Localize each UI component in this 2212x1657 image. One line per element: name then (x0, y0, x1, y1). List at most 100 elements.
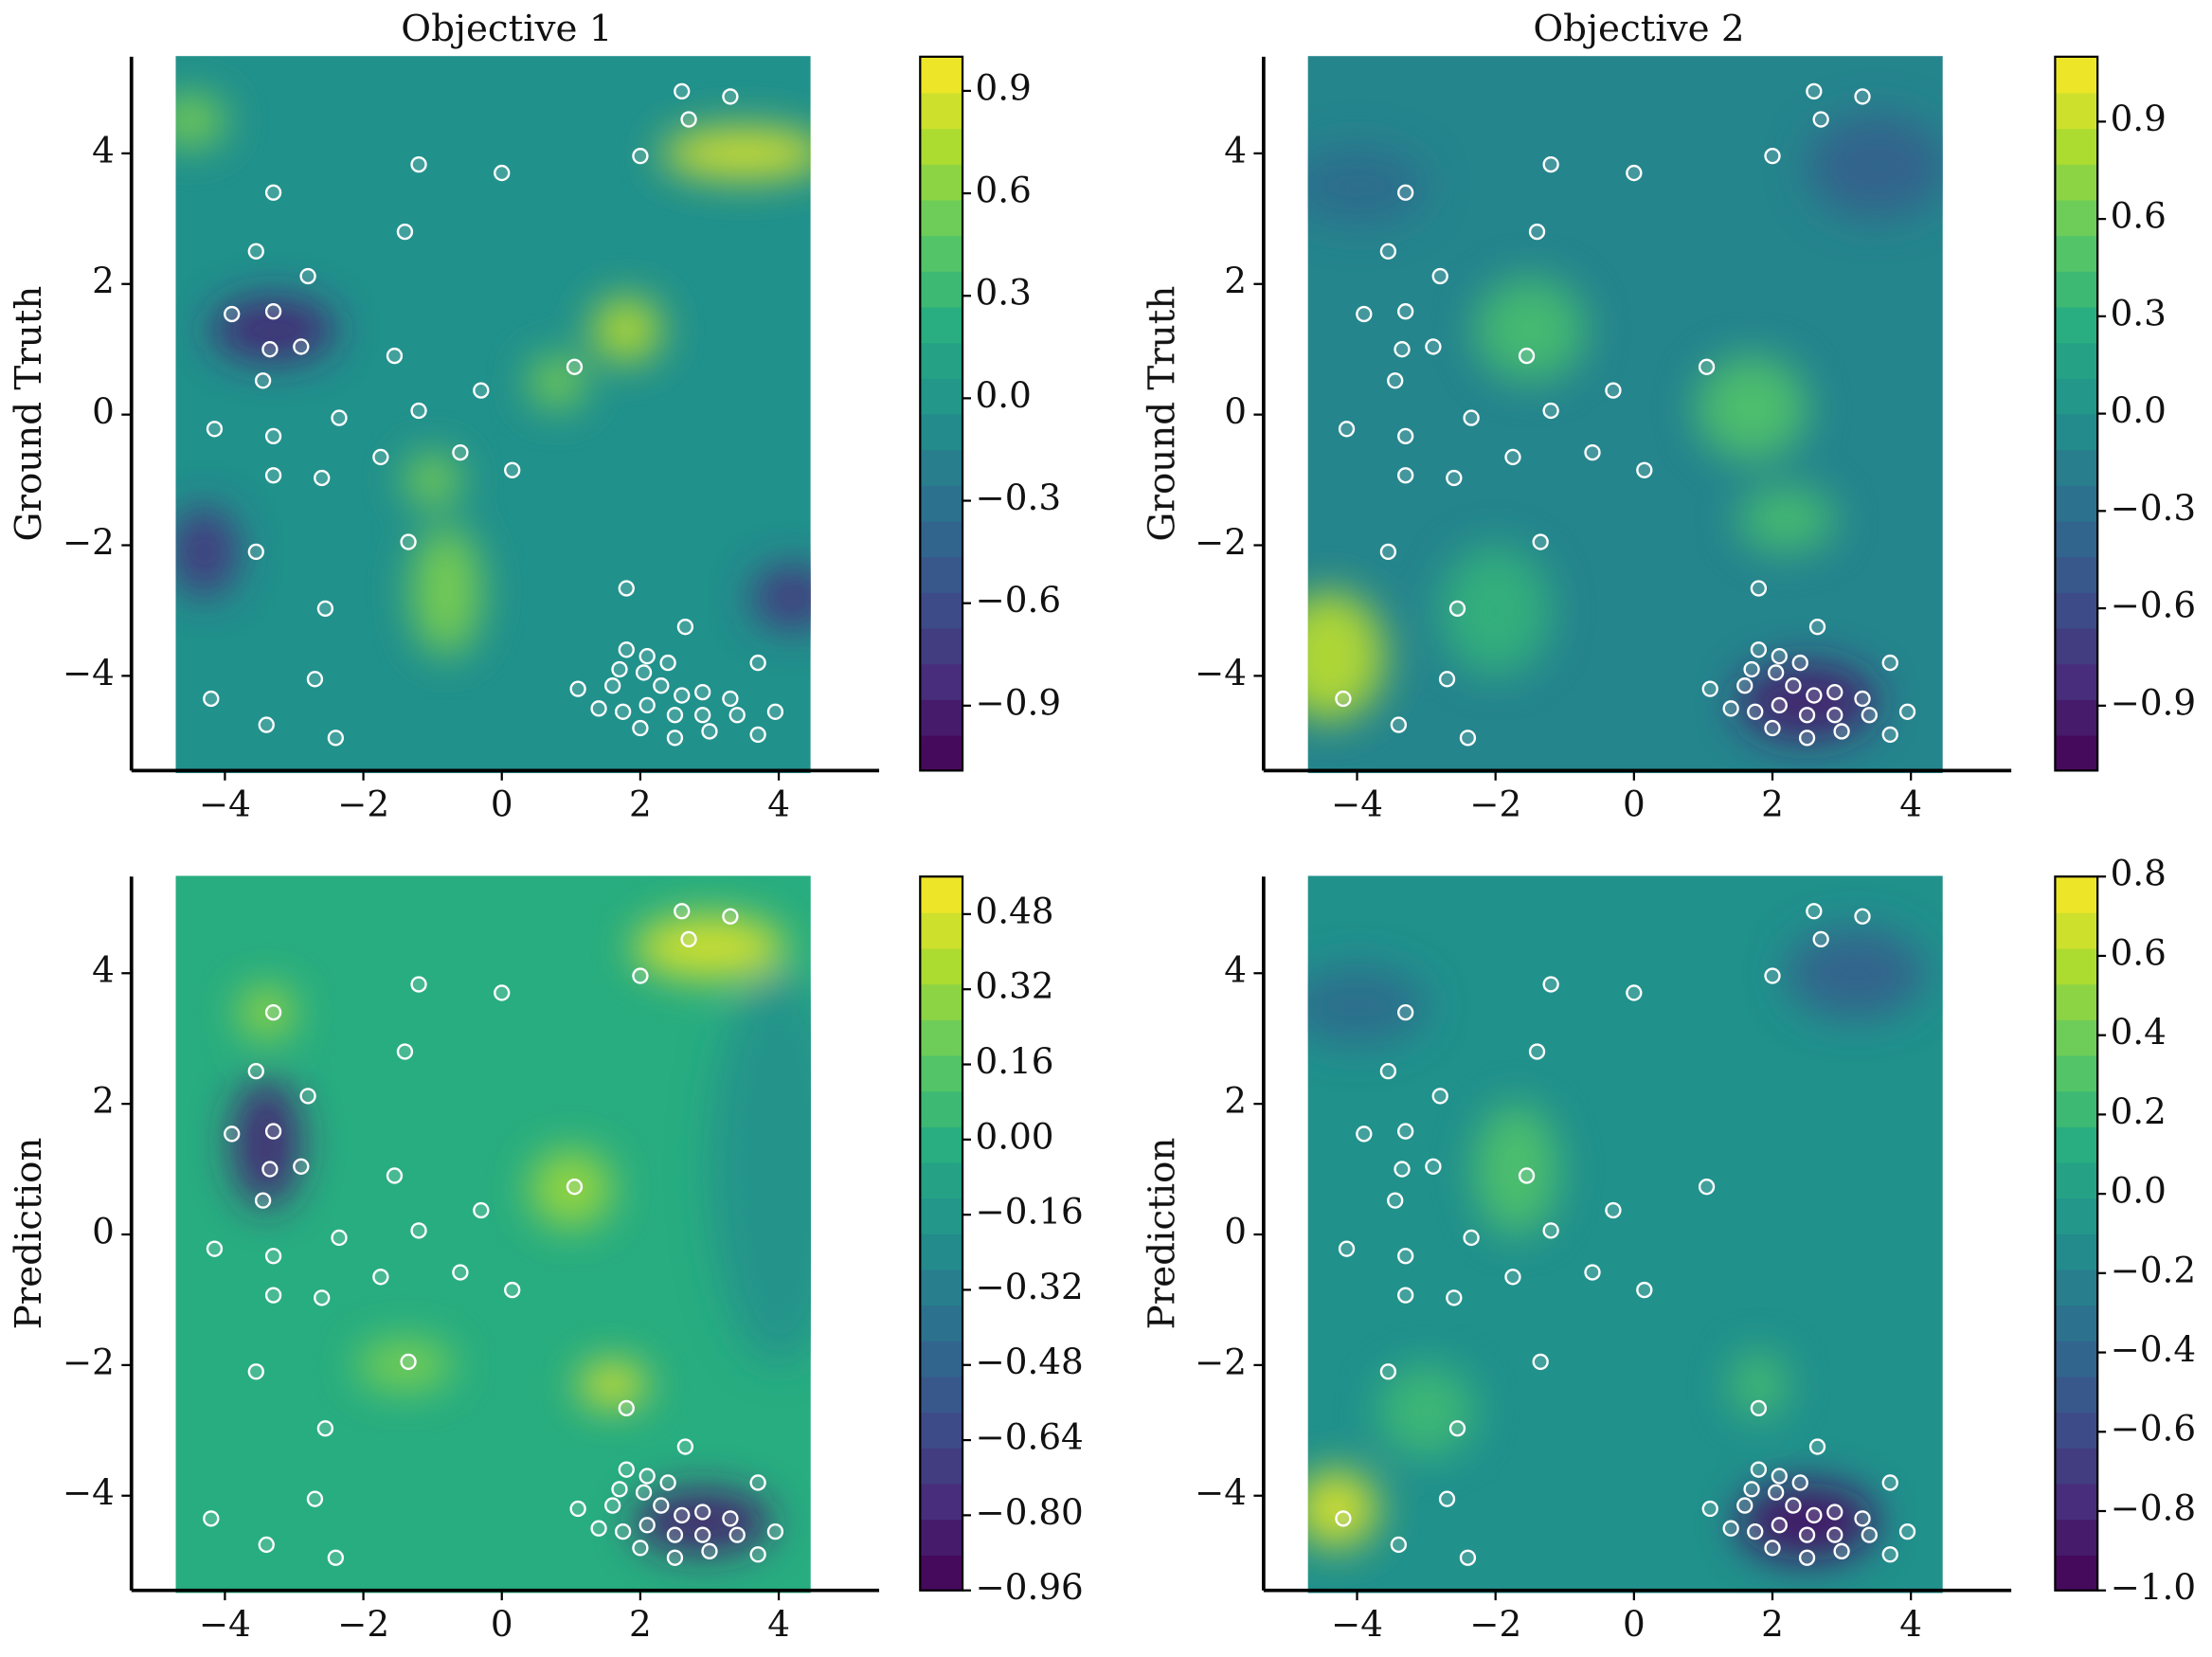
x-tick-label: 4 (767, 783, 790, 825)
colorbar-band (920, 1519, 963, 1556)
sample-point (264, 1287, 282, 1304)
sample-point (749, 1546, 766, 1563)
colorbar-band (2055, 1483, 2098, 1521)
sample-point (372, 448, 389, 466)
field-blob (633, 914, 786, 980)
y-tick-label: 0 (92, 390, 115, 432)
colorbar-tick-label: −0.6 (975, 579, 1061, 621)
sample-point (569, 680, 586, 697)
contour-field (1307, 875, 1943, 1594)
sample-point (1881, 1474, 1898, 1491)
colorbar-band (920, 92, 963, 130)
panel-title: Objective 1 (401, 8, 612, 50)
sample-point (653, 677, 670, 694)
colorbar-tick-label: 0.0 (2111, 389, 2167, 431)
sample-point (632, 967, 649, 984)
colorbar-tick-label: 0.6 (975, 170, 1031, 211)
sample-point (1542, 1222, 1559, 1239)
colorbar-band (2055, 911, 2098, 949)
sample-point (410, 402, 427, 420)
colorbar-band (2055, 413, 2098, 451)
y-tick-label: −2 (1195, 1341, 1247, 1382)
colorbar-tick-label: 0.32 (975, 965, 1053, 1007)
sample-point (1636, 461, 1653, 478)
sample-point (694, 707, 711, 724)
sample-point (676, 1438, 694, 1455)
sample-point (1743, 660, 1760, 678)
sample-point (258, 716, 275, 733)
sample-point (694, 683, 711, 701)
colorbar-band (2055, 1198, 2098, 1234)
field-blob (1696, 355, 1807, 460)
sample-point (1771, 1468, 1788, 1485)
field-blob (1737, 486, 1835, 552)
sample-point (206, 1240, 224, 1257)
sample-point (1542, 155, 1559, 173)
colorbar-band (920, 413, 963, 451)
sample-point (1743, 1481, 1760, 1498)
sample-point (1808, 619, 1826, 636)
sample-point (749, 654, 766, 672)
colorbar-band (2055, 1018, 2098, 1056)
y-axis-label: Prediction (8, 1138, 50, 1330)
sample-point (1379, 543, 1397, 561)
colorbar-band (920, 128, 963, 165)
sample-point (264, 427, 282, 445)
sample-point (1747, 1522, 1764, 1540)
sample-point (247, 1063, 264, 1080)
panel-title: Objective 2 (1533, 8, 1744, 50)
sample-point (614, 1522, 632, 1540)
x-tick-label: −2 (337, 1603, 389, 1645)
colorbar-band (920, 663, 963, 700)
colorbar-tick-label: 0.48 (975, 890, 1053, 931)
colorbar-band (2055, 270, 2098, 308)
x-tick-label: −4 (1331, 783, 1383, 825)
sample-point (638, 696, 656, 714)
sample-point (1387, 1192, 1404, 1209)
sample-point (1335, 1510, 1352, 1527)
panel: −4 −2 0 2 4 −4 −2 0 2 4 Prediction −0.96 −0.80 −0.64 −… (8, 875, 1084, 1645)
sample-point (1425, 1158, 1442, 1175)
x-tick-label: 0 (1623, 783, 1646, 825)
field-blobs (1307, 928, 1925, 1561)
x-tick-label: 0 (491, 1603, 513, 1645)
sample-point (1812, 930, 1829, 948)
field-blob (1786, 928, 1925, 1019)
sample-point (1750, 641, 1768, 658)
sample-point (1750, 1461, 1768, 1478)
colorbar-band (920, 306, 963, 344)
field-blob (1807, 114, 1943, 219)
sample-point (1379, 243, 1397, 260)
sample-point (452, 443, 469, 461)
sample-point (1785, 1497, 1802, 1514)
sample-point (1504, 448, 1521, 466)
sample-point (254, 1192, 272, 1209)
sample-point (1459, 1549, 1477, 1566)
sample-point (632, 719, 649, 737)
sample-point (1528, 1043, 1546, 1060)
sample-point (666, 1549, 684, 1566)
sample-point (400, 1353, 417, 1371)
sample-point (659, 1474, 676, 1491)
y-tick-label: 2 (92, 260, 115, 301)
sample-point (1438, 1490, 1456, 1507)
x-tick-label: 4 (767, 1603, 790, 1645)
sample-point (1338, 1240, 1356, 1257)
sample-point (264, 1123, 282, 1140)
sample-point (1397, 184, 1414, 201)
sample-point (1833, 1542, 1850, 1559)
colorbar-band (2055, 591, 2098, 629)
field-blob (1307, 147, 1427, 225)
sample-point (1379, 1063, 1397, 1080)
colorbar-band (2055, 1054, 2098, 1092)
colorbar-band (920, 1162, 963, 1199)
field-blob (175, 94, 225, 147)
sample-point (504, 461, 521, 478)
sample-point (247, 1363, 264, 1380)
colorbar-tick-label: 0.6 (2111, 931, 2167, 973)
colorbar-band (920, 1555, 963, 1592)
sample-point (293, 1158, 310, 1175)
colorbar-band (2055, 698, 2098, 736)
sample-point (264, 1248, 282, 1265)
